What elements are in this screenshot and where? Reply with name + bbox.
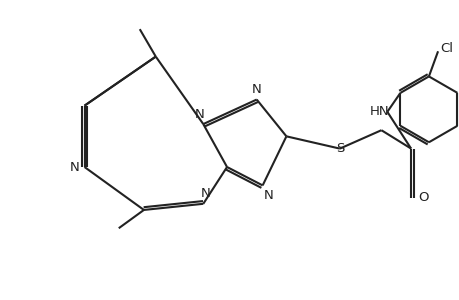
Text: N: N bbox=[200, 187, 210, 200]
Text: O: O bbox=[418, 191, 428, 204]
Text: Cl: Cl bbox=[440, 43, 453, 56]
Text: HN: HN bbox=[369, 105, 388, 118]
Text: S: S bbox=[335, 142, 343, 155]
Text: N: N bbox=[69, 160, 79, 173]
Text: N: N bbox=[194, 107, 204, 121]
Text: N: N bbox=[251, 83, 261, 96]
Text: N: N bbox=[263, 189, 273, 202]
